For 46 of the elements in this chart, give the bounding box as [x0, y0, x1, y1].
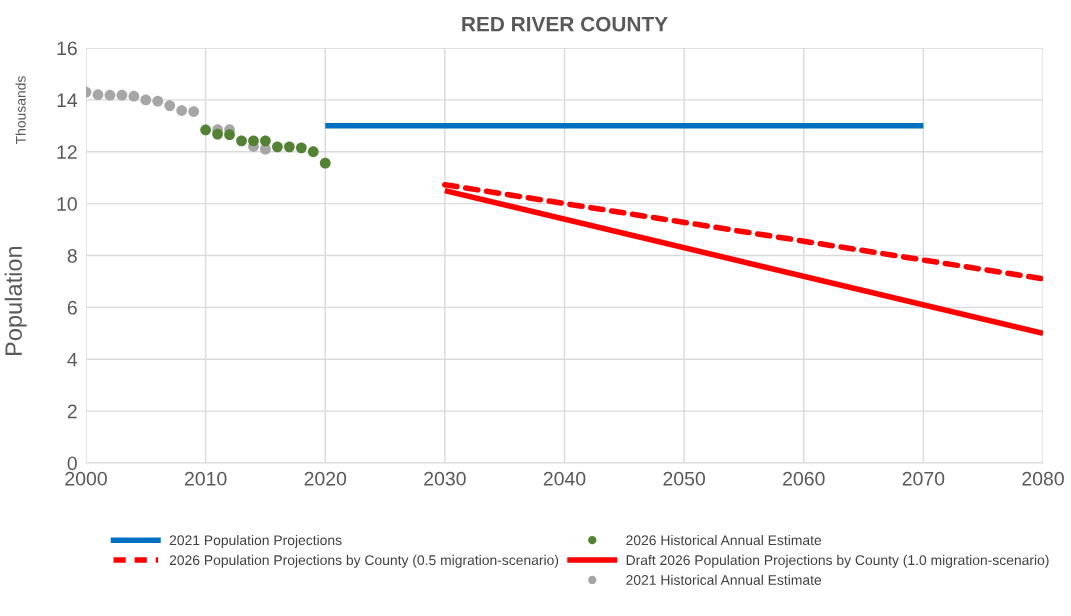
y-tick-label: 6 — [67, 300, 77, 315]
point — [92, 89, 104, 101]
x-tick-label: 2050 — [663, 471, 705, 486]
x-tick-label: 2080 — [1022, 471, 1064, 486]
point — [307, 146, 319, 158]
text: Thousands — [15, 76, 26, 145]
point — [236, 135, 247, 147]
point — [176, 105, 188, 116]
legend-label: 2021 Population Projections — [169, 534, 342, 548]
y-tick-label: 2 — [67, 404, 77, 419]
y-tick-label: 14 — [57, 93, 78, 107]
y-tick-label: 0 — [67, 456, 77, 471]
legend-label: 2021 Historical Annual Estimate — [626, 574, 822, 585]
y-tick-label: 4 — [67, 352, 78, 367]
point — [224, 129, 235, 141]
point — [260, 135, 271, 147]
point — [128, 90, 140, 102]
x-tick-label: 2040 — [543, 471, 586, 486]
y-tick-label: 10 — [57, 197, 77, 211]
x-tick-label: 2010 — [184, 471, 227, 486]
chart-title: RED RIVER COUNTY — [462, 16, 668, 32]
point — [272, 141, 283, 153]
y-axis-title: Population — [4, 246, 27, 355]
point — [283, 141, 295, 153]
x-tick-label: 2060 — [783, 471, 825, 486]
y-tick-label: 8 — [67, 248, 77, 263]
point — [295, 142, 307, 154]
point — [116, 89, 128, 101]
point — [104, 89, 116, 101]
legend-label: 2026 Historical Annual Estimate — [626, 534, 822, 546]
legend-label: 2026 Population Projections by County (0.5 migration-scenario) — [169, 554, 559, 568]
point — [164, 100, 176, 111]
point — [319, 157, 331, 169]
point — [212, 128, 223, 140]
point — [140, 94, 152, 106]
legend-label: Draft 2026 Population Projections by County (1.0 migration-scenario) — [626, 554, 1049, 568]
point — [200, 124, 211, 136]
point — [188, 106, 200, 117]
point — [248, 135, 259, 147]
x-tick-label: 2070 — [902, 471, 945, 486]
point — [152, 95, 164, 107]
y-tick-label: 16 — [57, 41, 77, 56]
x-tick-label: 2020 — [304, 471, 347, 486]
x-tick-label: 2000 — [65, 471, 107, 486]
y-tick-label: 12 — [57, 145, 77, 159]
x-tick-label: 2030 — [424, 471, 466, 486]
